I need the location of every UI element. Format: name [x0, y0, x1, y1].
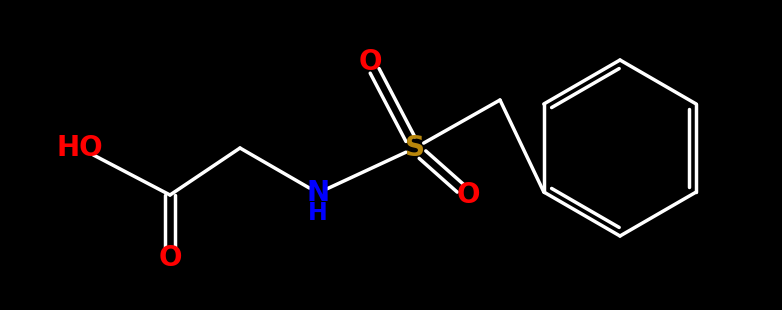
Text: O: O — [358, 48, 382, 76]
Text: HO: HO — [56, 134, 103, 162]
Text: H: H — [308, 201, 328, 225]
Text: O: O — [158, 244, 181, 272]
Text: O: O — [456, 181, 479, 209]
Text: N: N — [307, 179, 329, 207]
Text: S: S — [405, 134, 425, 162]
